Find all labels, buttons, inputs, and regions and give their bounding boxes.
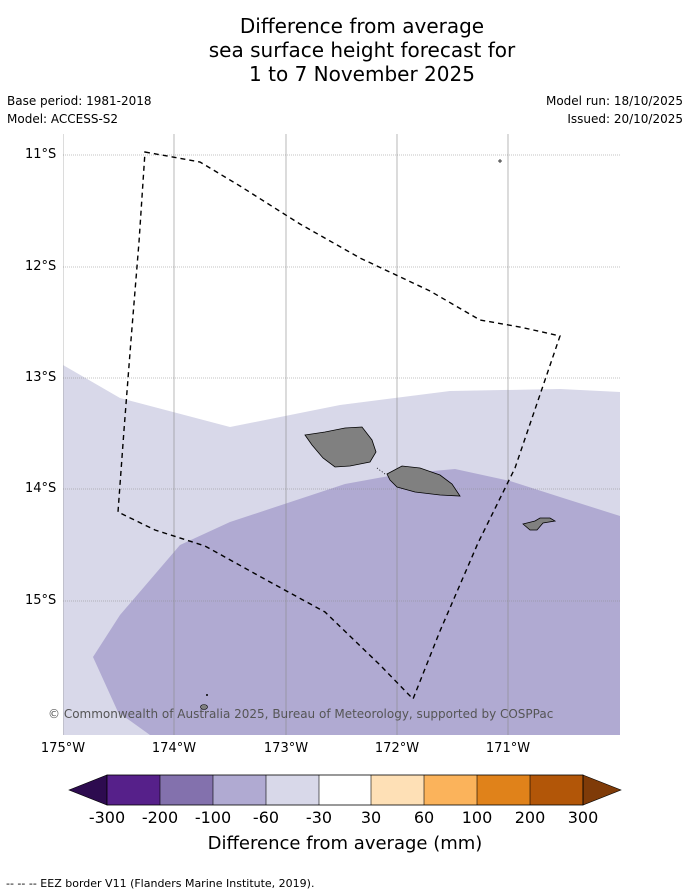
colorbar-swatch — [477, 775, 530, 805]
colorbar-tick: 300 — [567, 808, 599, 827]
colorbar-tick: 60 — [413, 808, 435, 827]
colorbar-tick: -100 — [194, 808, 232, 827]
colorbar-tick: -200 — [141, 808, 179, 827]
colorbar-tick: 200 — [514, 808, 546, 827]
issued-date: Issued: 20/10/2025 — [567, 112, 683, 126]
colorbar-swatch — [107, 775, 160, 805]
colorbar-swatch — [213, 775, 266, 805]
colorbar-tick: 30 — [360, 808, 382, 827]
colorbar-tick: -60 — [252, 808, 280, 827]
colorbar-title: Difference from average (mm) — [207, 833, 483, 854]
colorbar-swatch — [530, 775, 583, 805]
map-area — [63, 134, 620, 735]
colorbar — [68, 774, 622, 806]
lat-label-15s: 15°S — [25, 593, 57, 608]
colorbar-outline — [106, 774, 584, 806]
island-tiny-south — [206, 694, 208, 696]
colorbar-swatch — [319, 775, 371, 805]
colorbar-extend-high — [582, 774, 622, 806]
lon-label-174w: 174°W — [151, 741, 197, 756]
lon-label-172w: 172°W — [374, 741, 420, 756]
colorbar-dividers — [159, 775, 531, 805]
colorbar-tick: -30 — [305, 808, 333, 827]
lon-label-173w: 173°W — [263, 741, 309, 756]
model-name: Model: ACCESS-S2 — [7, 112, 119, 126]
chart-title: Difference from average sea surface heig… — [0, 14, 690, 86]
title-line-1: Difference from average — [239, 14, 485, 38]
colorbar-swatch — [160, 775, 213, 805]
lat-label-13s: 13°S — [25, 370, 57, 385]
base-period: Base period: 1981-2018 — [7, 94, 152, 108]
island-small-south — [200, 704, 208, 710]
island-upolu — [386, 465, 461, 497]
colorbar-tick: -300 — [88, 808, 126, 827]
lon-label-171w: 171°W — [485, 741, 531, 756]
island-small-north — [498, 159, 502, 163]
meta-right: Model run: 18/10/2025 Issued: 20/10/2025 — [546, 94, 683, 130]
island-savaii — [304, 426, 377, 468]
lat-label-14s: 14°S — [25, 481, 57, 496]
colorbar-swatch — [266, 775, 319, 805]
lon-label-175w: 175°W — [40, 741, 86, 756]
colorbar-swatch — [424, 775, 477, 805]
colorbar-swatch — [371, 775, 424, 805]
lat-label-12s: 12°S — [25, 259, 57, 274]
lat-label-11s: 11°S — [25, 147, 57, 162]
title-line-3: 1 to 7 November 2025 — [249, 62, 475, 86]
meta-left: Base period: 1981-2018 Model: ACCESS-S2 — [7, 94, 152, 130]
copyright-notice: © Commonwealth of Australia 2025, Bureau… — [48, 707, 554, 721]
colorbar-tick: 100 — [461, 808, 493, 827]
anomaly-band-medium — [93, 469, 620, 735]
eez-border-line — [117, 151, 561, 701]
island-tutuila — [522, 517, 557, 531]
grid-lines — [63, 134, 620, 735]
eez-legend-footer: -- -- -- EEZ border V11 (Flanders Marine… — [6, 877, 315, 890]
model-run: Model run: 18/10/2025 — [545, 94, 683, 108]
title-line-2: sea surface height forecast for — [208, 38, 516, 62]
colorbar-extend-low — [68, 774, 108, 806]
